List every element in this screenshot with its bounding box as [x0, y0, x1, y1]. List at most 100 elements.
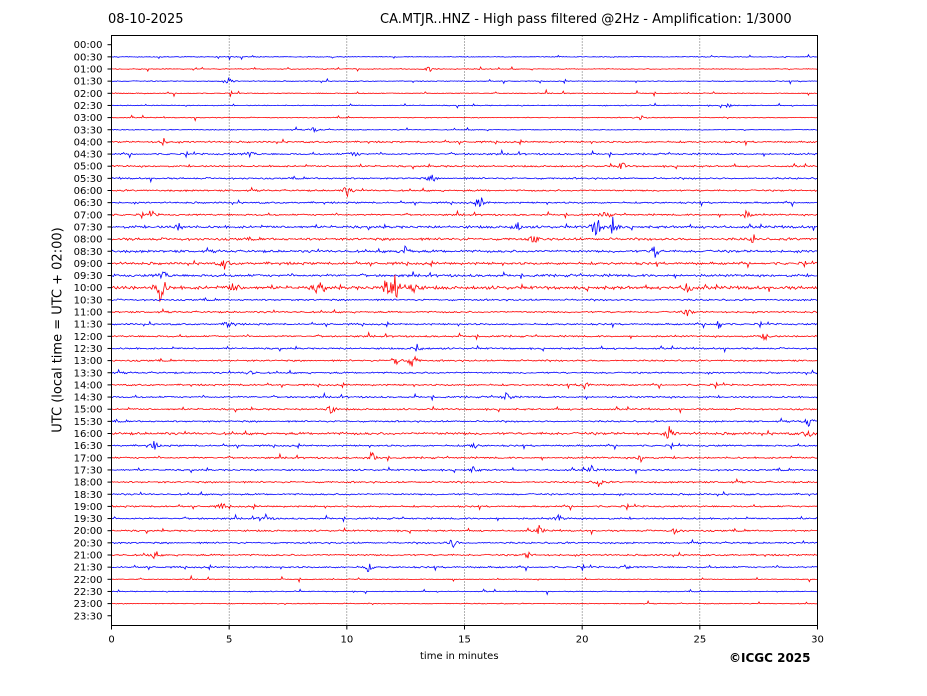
- seismic-trace-0430: [111, 148, 818, 159]
- y-tick-label: 23:30: [74, 611, 103, 622]
- seismic-trace-1330: [111, 368, 818, 376]
- y-tick-label: 00:30: [74, 52, 103, 63]
- seismic-trace-1300: [111, 355, 818, 367]
- y-tick-label: 23:00: [74, 599, 103, 610]
- y-tick-label: 18:00: [74, 478, 103, 489]
- y-tick-label: 13:30: [74, 368, 103, 379]
- seismic-trace-1400: [111, 381, 818, 390]
- y-tick-label: 22:30: [74, 587, 103, 598]
- seismic-trace-2000: [111, 524, 818, 536]
- x-tick-label: 0: [108, 635, 114, 646]
- seismic-trace-1630: [111, 441, 818, 451]
- seismic-trace-2230: [111, 588, 818, 596]
- seismic-trace-1600: [111, 426, 818, 440]
- y-tick-label: 08:00: [74, 235, 103, 246]
- x-tick-label: 25: [693, 635, 706, 646]
- seismic-trace-1430: [111, 391, 818, 402]
- seismic-trace-1100: [111, 307, 818, 317]
- seismic-trace-0930: [111, 271, 818, 280]
- y-tick-label: 16:30: [74, 441, 103, 452]
- y-tick-label: 16:00: [74, 429, 103, 440]
- seismic-trace-0200: [111, 88, 818, 98]
- seismic-trace-0130: [111, 77, 818, 85]
- chart-date: 08-10-2025: [108, 12, 184, 27]
- y-tick-label: 14:00: [74, 380, 103, 391]
- y-tick-label: 06:00: [74, 186, 103, 197]
- x-tick-label: 30: [811, 635, 824, 646]
- seismic-trace-0530: [111, 174, 818, 184]
- y-tick-label: 07:00: [74, 210, 103, 221]
- seismic-trace-0730: [111, 216, 818, 236]
- x-tick-label: 10: [340, 635, 353, 646]
- y-tick-label: 10:00: [74, 283, 103, 294]
- y-tick-label: 04:30: [74, 150, 103, 161]
- y-tick-label: 09:30: [74, 271, 103, 282]
- seismic-trace-0600: [111, 186, 818, 198]
- seismic-trace-1000: [111, 274, 818, 303]
- seismic-trace-0100: [111, 66, 818, 73]
- y-tick-label: 01:30: [74, 77, 103, 88]
- seismic-trace-0400: [111, 137, 818, 147]
- y-tick-label: 13:00: [74, 356, 103, 367]
- seismic-trace-0700: [111, 209, 818, 220]
- seismic-trace-2300: [111, 600, 818, 606]
- seismic-trace-1030: [111, 297, 818, 302]
- y-tick-label: 20:00: [74, 526, 103, 537]
- seismic-trace-0630: [111, 197, 818, 208]
- y-tick-label: 05:00: [74, 162, 103, 173]
- seismic-trace-1530: [111, 417, 818, 427]
- y-tick-label: 07:30: [74, 222, 103, 233]
- y-tick-label: 21:00: [74, 551, 103, 562]
- seismic-trace-1700: [111, 451, 818, 464]
- seismic-trace-0300: [111, 114, 818, 122]
- y-tick-label: 21:30: [74, 563, 103, 574]
- x-tick-label: 20: [576, 635, 589, 646]
- y-tick-label: 05:30: [74, 174, 103, 185]
- seismic-trace-2200: [111, 574, 818, 584]
- y-tick-label: 14:30: [74, 393, 103, 404]
- seismic-trace-2100: [111, 551, 818, 560]
- y-tick-label: 15:00: [74, 405, 103, 416]
- y-tick-label: 20:30: [74, 538, 103, 549]
- seismic-trace-0800: [111, 234, 818, 243]
- y-tick-label: 00:00: [74, 40, 103, 51]
- seismic-trace-1800: [111, 478, 818, 487]
- chart-title: CA.MTJR..HNZ - High pass filtered @2Hz -…: [380, 12, 792, 27]
- seismic-trace-0030: [111, 53, 818, 61]
- seismic-trace-2030: [111, 538, 818, 549]
- x-tick-label: 15: [458, 635, 471, 646]
- y-tick-label: 15:30: [74, 417, 103, 428]
- seismic-trace-0830: [111, 245, 818, 258]
- y-tick-label: 09:00: [74, 259, 103, 270]
- y-tick-label: 02:00: [74, 89, 103, 100]
- y-tick-label: 12:00: [74, 332, 103, 343]
- x-tick-label: 5: [226, 635, 232, 646]
- y-tick-label: 03:30: [74, 125, 103, 136]
- y-tick-label: 06:30: [74, 198, 103, 209]
- y-tick-label: 03:00: [74, 113, 103, 124]
- seismic-trace-1930: [111, 513, 818, 523]
- y-tick-label: 04:00: [74, 137, 103, 148]
- y-tick-label: 19:30: [74, 514, 103, 525]
- seismic-trace-1200: [111, 331, 818, 341]
- y-tick-label: 17:00: [74, 453, 103, 464]
- seismic-trace-0500: [111, 162, 818, 170]
- y-tick-label: 19:00: [74, 502, 103, 513]
- y-tick-label: 11:00: [74, 308, 103, 319]
- seismic-trace-1130: [111, 320, 818, 329]
- y-tick-label: 11:30: [74, 320, 103, 331]
- seismic-trace-2130: [111, 563, 818, 573]
- seismic-trace-0230: [111, 102, 818, 109]
- seismic-trace-1230: [111, 343, 818, 354]
- x-axis-label: time in minutes: [420, 651, 499, 662]
- seismic-trace-1830: [111, 490, 818, 497]
- y-tick-label: 02:30: [74, 101, 103, 112]
- y-tick-label: 08:30: [74, 247, 103, 258]
- y-tick-label: 18:30: [74, 490, 103, 501]
- y-tick-label: 12:30: [74, 344, 103, 355]
- trace-group: [111, 53, 818, 606]
- seismic-trace-0330: [111, 126, 818, 134]
- x-tick-group: 0 5 10 15 20 25 30: [108, 625, 824, 646]
